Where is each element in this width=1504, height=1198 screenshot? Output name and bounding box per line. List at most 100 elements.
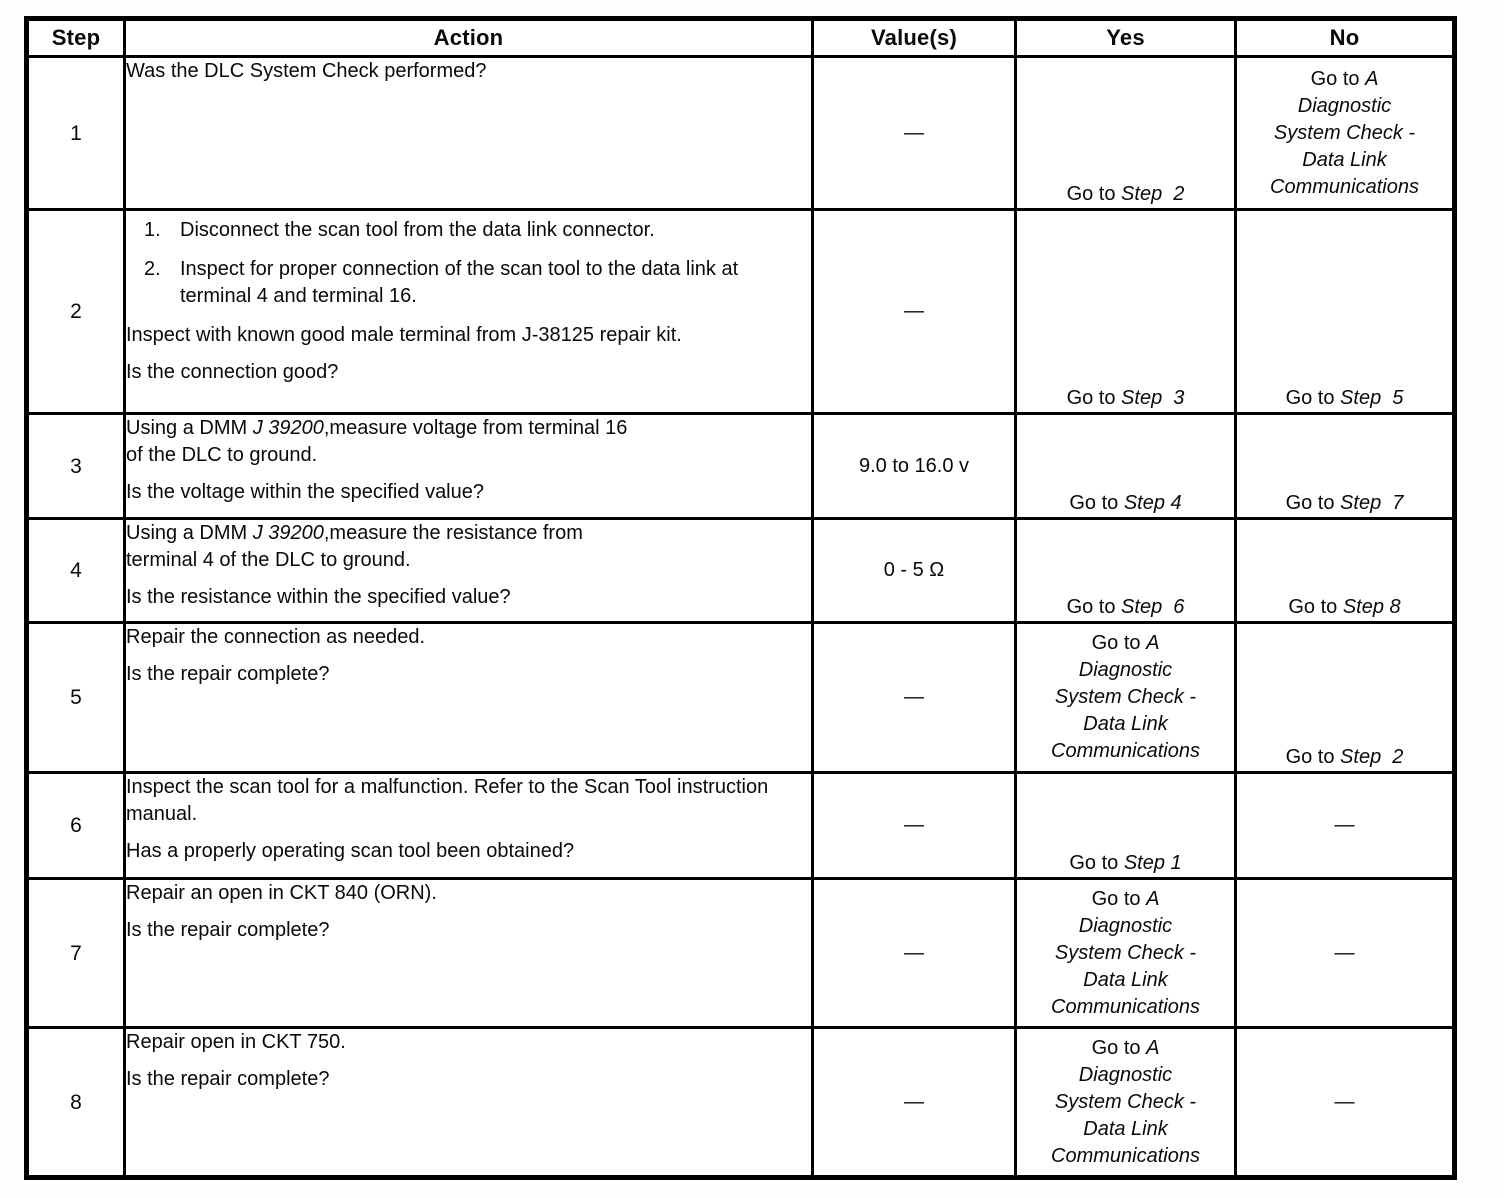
value-text: 9.0 to 16.0 v bbox=[858, 454, 970, 477]
action-cell: Repair an open in CKT 840 (ORN). Is the … bbox=[123, 877, 814, 1029]
yes-cell: Go to Step 6 bbox=[1014, 517, 1237, 624]
value-text: — bbox=[904, 941, 924, 964]
value-cell: — bbox=[811, 1026, 1017, 1179]
yes-cell: Go to Step 2 bbox=[1014, 55, 1237, 211]
yes-cell: Go to A Diagnostic System Check - Data L… bbox=[1014, 621, 1237, 774]
action-cell: Was the DLC System Check performed? bbox=[123, 55, 814, 211]
step-ref: Step 4 bbox=[1123, 492, 1182, 514]
step-ref: Step 3 bbox=[1121, 387, 1185, 409]
action-text: Is the repair complete? bbox=[126, 663, 330, 685]
table-row: 7 Repair an open in CKT 840 (ORN). Is th… bbox=[25, 877, 1456, 1029]
value-cell: 9.0 to 16.0 v bbox=[811, 412, 1017, 520]
table-row: 5 Repair the connection as needed. Is th… bbox=[25, 621, 1456, 774]
value-text: — bbox=[904, 1090, 924, 1113]
no-text: — bbox=[1334, 941, 1355, 964]
action-text: Using a DMM J 39200,measure the resistan… bbox=[126, 522, 583, 571]
goto-text: Go to bbox=[1066, 183, 1122, 205]
step-cell: 2 bbox=[25, 208, 126, 415]
goto-text: Go to bbox=[1069, 492, 1124, 514]
header-yes: Yes bbox=[1014, 17, 1237, 58]
diagnostic-check-ref: Go to A Diagnostic System Check - Data L… bbox=[1270, 67, 1419, 198]
no-cell: — bbox=[1234, 771, 1456, 880]
action-text: Is the resistance within the specified v… bbox=[126, 586, 511, 608]
step-ref: Step 8 bbox=[1342, 596, 1401, 618]
goto-text: Go to bbox=[1285, 746, 1341, 768]
no-cell: Go to Step 8 bbox=[1234, 517, 1456, 624]
step-ref: Step 2 bbox=[1121, 183, 1185, 205]
yes-cell: Go to Step 4 bbox=[1014, 412, 1237, 520]
diagnostic-check-ref: Go to A Diagnostic System Check - Data L… bbox=[1051, 887, 1200, 1018]
goto-text: Go to bbox=[1066, 387, 1122, 409]
value-cell: — bbox=[811, 55, 1017, 211]
action-list-item: 1. Disconnect the scan tool from the dat… bbox=[144, 219, 655, 241]
step-cell: 4 bbox=[25, 517, 126, 624]
no-text: — bbox=[1334, 1090, 1355, 1113]
table-row: 4 Using a DMM J 39200,measure the resist… bbox=[25, 517, 1456, 624]
action-text: Has a properly operating scan tool been … bbox=[126, 840, 575, 862]
value-cell: 0 - 5 Ω bbox=[811, 517, 1017, 624]
table-row: 1 Was the DLC System Check performed? — … bbox=[25, 55, 1456, 211]
action-cell: Repair the connection as needed. Is the … bbox=[123, 621, 814, 774]
header-values: Value(s) bbox=[811, 17, 1017, 58]
value-text: — bbox=[904, 300, 924, 322]
value-cell: — bbox=[811, 208, 1017, 415]
no-cell: — bbox=[1234, 1026, 1456, 1179]
step-ref: Step 6 bbox=[1121, 596, 1185, 618]
diagnostic-check-ref: Go to A Diagnostic System Check - Data L… bbox=[1051, 632, 1200, 762]
action-text: Is the repair complete? bbox=[126, 1068, 330, 1090]
yes-cell: Go to A Diagnostic System Check - Data L… bbox=[1014, 877, 1237, 1029]
goto-text: Go to bbox=[1288, 596, 1343, 618]
action-cell: Repair open in CKT 750. Is the repair co… bbox=[123, 1026, 814, 1179]
action-cell: 1. Disconnect the scan tool from the dat… bbox=[123, 208, 814, 415]
value-text: — bbox=[904, 121, 924, 144]
header-no: No bbox=[1234, 17, 1456, 58]
action-text: Repair an open in CKT 840 (ORN). bbox=[126, 882, 437, 904]
action-text: Repair the connection as needed. bbox=[126, 626, 426, 648]
diagnostic-check-ref: Go to A Diagnostic System Check - Data L… bbox=[1051, 1036, 1200, 1167]
action-text: Is the repair complete? bbox=[126, 919, 330, 941]
action-text: Inspect with known good male terminal fr… bbox=[126, 324, 682, 346]
action-text: Is the voltage within the specified valu… bbox=[126, 481, 484, 503]
step-cell: 5 bbox=[25, 621, 126, 774]
action-list-item: 2. Inspect for proper connection of the … bbox=[144, 258, 739, 307]
yes-cell: Go to Step 1 bbox=[1014, 771, 1237, 880]
diagnostic-table: Step Action Value(s) Yes No 1 Was the DL… bbox=[24, 16, 1457, 1180]
value-cell: — bbox=[811, 621, 1017, 774]
no-cell: — bbox=[1234, 877, 1456, 1029]
table-row: 2 1. Disconnect the scan tool from the d… bbox=[25, 208, 1456, 415]
header-action: Action bbox=[123, 17, 814, 58]
no-cell: Go to Step 5 bbox=[1234, 208, 1456, 415]
value-cell: — bbox=[811, 877, 1017, 1029]
action-cell: Using a DMM J 39200,measure voltage from… bbox=[123, 412, 814, 520]
no-cell: Go to Step 7 bbox=[1234, 412, 1456, 520]
action-cell: Inspect the scan tool for a malfunction.… bbox=[123, 771, 814, 880]
goto-text: Go to bbox=[1069, 852, 1124, 874]
table-row: 8 Repair open in CKT 750. Is the repair … bbox=[25, 1026, 1456, 1179]
step-cell: 1 bbox=[25, 55, 126, 211]
step-cell: 8 bbox=[25, 1026, 126, 1179]
value-text: — bbox=[904, 686, 924, 708]
action-text: Is the connection good? bbox=[126, 361, 339, 383]
yes-cell: Go to Step 3 bbox=[1014, 208, 1237, 415]
table-row: 3 Using a DMM J 39200,measure voltage fr… bbox=[25, 412, 1456, 520]
header-row: Step Action Value(s) Yes No bbox=[25, 17, 1456, 58]
step-cell: 3 bbox=[25, 412, 126, 520]
action-cell: Using a DMM J 39200,measure the resistan… bbox=[123, 517, 814, 624]
no-text: — bbox=[1334, 814, 1355, 836]
action-text: Inspect the scan tool for a malfunction.… bbox=[126, 776, 769, 825]
step-ref: Step 2 bbox=[1340, 746, 1404, 768]
step-cell: 7 bbox=[25, 877, 126, 1029]
goto-text: Go to bbox=[1285, 387, 1341, 409]
step-ref: Step 1 bbox=[1123, 852, 1182, 874]
step-ref: Step 5 bbox=[1340, 387, 1404, 409]
step-cell: 6 bbox=[25, 771, 126, 880]
value-cell: — bbox=[811, 771, 1017, 880]
action-text: Was the DLC System Check performed? bbox=[126, 60, 487, 82]
action-text: Repair open in CKT 750. bbox=[126, 1031, 346, 1053]
goto-text: Go to bbox=[1285, 492, 1341, 514]
table-row: 6 Inspect the scan tool for a malfunctio… bbox=[25, 771, 1456, 880]
step-ref: Step 7 bbox=[1340, 492, 1404, 514]
action-text: Using a DMM J 39200,measure voltage from… bbox=[126, 417, 628, 466]
yes-cell: Go to A Diagnostic System Check - Data L… bbox=[1014, 1026, 1237, 1179]
